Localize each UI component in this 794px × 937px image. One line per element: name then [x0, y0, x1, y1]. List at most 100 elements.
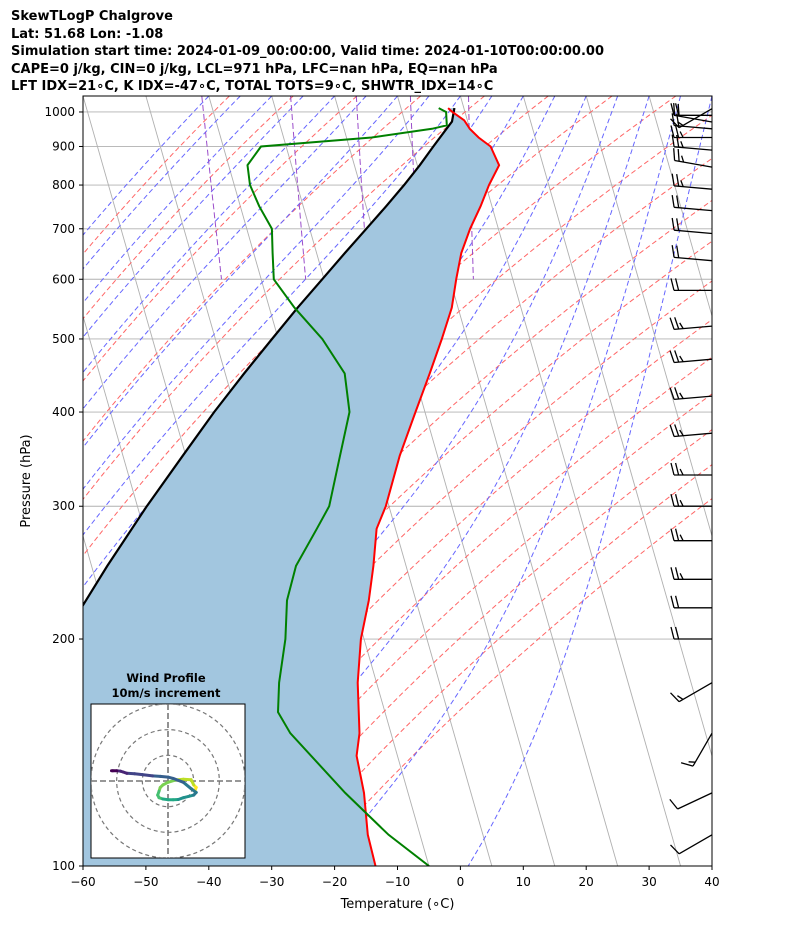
wind-barb-feather [670, 595, 675, 608]
x-tick-label: 30 [641, 875, 656, 889]
wind-barb [670, 834, 713, 855]
wind-barb-feather [671, 245, 675, 258]
y-tick-label: 300 [52, 499, 75, 513]
station-title: SkewTLogP Chalgrove [11, 9, 173, 24]
wind-barb-feather [676, 113, 680, 127]
wind-barb-feather [676, 245, 680, 258]
wind-barb-feather [677, 695, 684, 700]
dry-adiabat [145, 318, 712, 866]
y-tick-label: 800 [52, 178, 75, 192]
shaded-area [83, 108, 500, 866]
x-tick-label: −60 [70, 875, 95, 889]
wind-barb-feather [674, 103, 680, 116]
plot-area [83, 96, 712, 866]
wind-barb-feather [674, 528, 680, 541]
x-tick-label: −30 [259, 875, 284, 889]
isotherm-line [585, 96, 712, 538]
wind-barb [669, 350, 713, 364]
wind-barb-feather [674, 387, 680, 400]
wind-barb-feather [670, 626, 675, 640]
moist-adiabat [83, 96, 335, 374]
wind-barb-staff [674, 432, 713, 438]
wind-barb [670, 595, 712, 609]
wind-barb [670, 125, 712, 139]
wind-barb [669, 792, 713, 810]
stability-indices-1: CAPE=0 j/kg, CIN=0 j/kg, LCL=971 hPa, LF… [11, 61, 498, 77]
wind-barb-feather [679, 355, 684, 363]
wind-barb-feather [670, 692, 680, 703]
wind-barb [670, 528, 712, 542]
wind-barb-feather [670, 462, 675, 476]
wind-barb-feather [677, 103, 680, 117]
moist-adiabat [83, 96, 304, 339]
wind-barb-feather [671, 173, 675, 187]
wind-barb-feather [676, 195, 680, 208]
wind-barb-feather [674, 125, 680, 138]
station-coordinates: Lat: 51.68 Lon: -1.08 [11, 26, 164, 42]
x-tick-label: 10 [516, 875, 531, 889]
wind-barb-feather [674, 278, 680, 291]
wind-barb [670, 494, 712, 507]
mixing-ratio-line [468, 96, 474, 280]
wind-barb-staff [678, 108, 713, 129]
wind-barb-staff [678, 834, 713, 855]
wind-barb [673, 148, 713, 168]
wind-barb-feather [669, 317, 675, 330]
wind-barb-staff [674, 146, 713, 151]
wind-barb-feather [670, 125, 675, 138]
moist-adiabat [83, 96, 398, 449]
wind-barb [669, 317, 713, 331]
dry-adiabat [83, 114, 712, 717]
wind-barb [673, 103, 713, 123]
dry-adiabat [83, 96, 358, 382]
wind-barb-feather [674, 595, 680, 608]
wind-barb [670, 682, 713, 703]
wind-barb-feather [671, 194, 675, 208]
wind-barb [670, 567, 712, 580]
moist-adiabat [83, 96, 273, 304]
hodograph-trace-segment [140, 773, 155, 778]
wind-barb [671, 245, 713, 262]
wind-barb [670, 103, 712, 116]
wind-barb-staff [674, 229, 713, 235]
x-tick-label: −10 [385, 875, 410, 889]
wind-barb-feather [671, 113, 675, 126]
wind-barb-feather [674, 626, 680, 640]
wind-barb-staff [674, 256, 713, 262]
x-tick-label: −20 [322, 875, 347, 889]
wind-barb-staff [674, 325, 713, 331]
x-tick-label: 40 [704, 875, 719, 889]
wind-barb [671, 113, 713, 130]
moist-adiabat [83, 96, 461, 536]
wind-barb-feather [676, 173, 680, 187]
wind-barb-feather [679, 573, 684, 580]
wind-barb-feather [674, 317, 680, 330]
hodograph-trace-segment [171, 776, 185, 784]
wind-barb [669, 387, 713, 401]
dry-adiabat [242, 429, 712, 866]
wind-barb-feather [670, 494, 675, 507]
x-tick-label: 0 [457, 875, 465, 889]
y-tick-label: 1000 [44, 105, 75, 119]
wind-barb-feather [679, 429, 684, 437]
y-tick-label: 500 [52, 332, 75, 346]
moist-adiabat [325, 96, 681, 866]
wind-barb-feather [670, 103, 675, 116]
wind-barb [669, 424, 713, 438]
x-axis-label: Temperature (∘C) [340, 897, 455, 912]
wind-barb-feather [679, 392, 684, 399]
wind-barb [680, 732, 713, 767]
mixing-ratio-line [290, 96, 307, 280]
wind-barb-feather [674, 350, 680, 363]
y-axis-label: Pressure (hPa) [19, 434, 34, 527]
moist-adiabat [202, 96, 650, 866]
temperature-profile-line [355, 107, 501, 866]
wind-barb-feather [676, 134, 680, 148]
wind-barb [670, 278, 712, 292]
moist-adiabat [83, 96, 241, 270]
dry-adiabat [83, 96, 677, 665]
isotherm-line [459, 96, 681, 866]
y-tick-label: 100 [52, 859, 75, 873]
wind-barb-staff [677, 792, 713, 810]
x-tick-label: −40 [196, 875, 221, 889]
